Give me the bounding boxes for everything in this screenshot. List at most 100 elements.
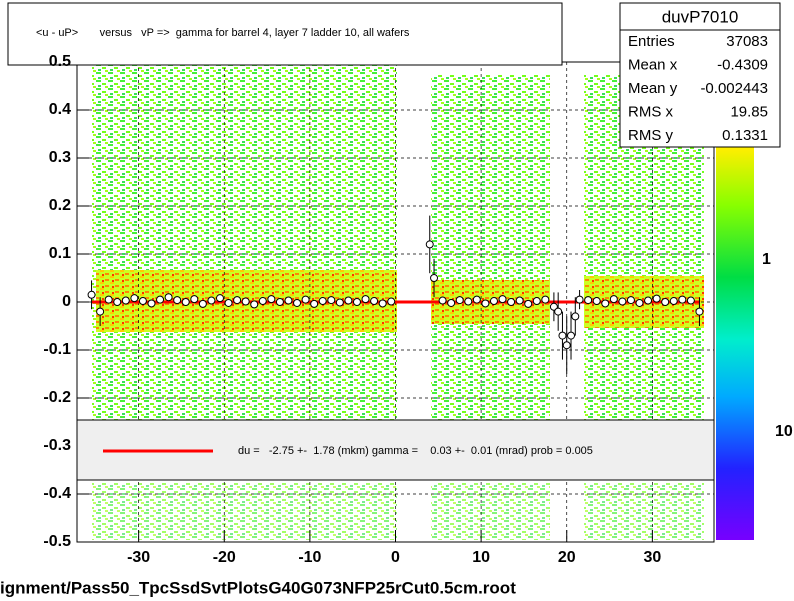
point bbox=[438, 296, 447, 305]
stats-label: RMS y bbox=[628, 127, 674, 144]
stats-value: 0.1331 bbox=[722, 127, 768, 144]
point bbox=[310, 299, 319, 308]
point bbox=[267, 295, 276, 304]
point bbox=[258, 297, 267, 306]
footer: ignment/Pass50_TpcSsdSvtPlotsG40G073NFP2… bbox=[0, 578, 516, 597]
point bbox=[644, 296, 653, 305]
x-tick-label: 0 bbox=[391, 549, 400, 566]
point bbox=[601, 299, 610, 308]
point bbox=[250, 300, 259, 309]
point bbox=[215, 294, 224, 303]
y-tick-label: -0.3 bbox=[43, 437, 71, 454]
point bbox=[181, 298, 190, 306]
point bbox=[635, 298, 644, 307]
point bbox=[241, 297, 250, 306]
x-tick-label: -30 bbox=[127, 549, 150, 566]
point bbox=[138, 297, 147, 306]
y-tick-label: -0.1 bbox=[43, 341, 71, 358]
y-tick-label: 0 bbox=[62, 293, 71, 310]
point bbox=[104, 295, 113, 304]
y-tick-label: 0.5 bbox=[49, 53, 71, 70]
point bbox=[618, 297, 627, 306]
title-box bbox=[7, 2, 563, 66]
point bbox=[472, 295, 481, 304]
point bbox=[361, 295, 370, 304]
point bbox=[571, 312, 580, 321]
stats-box: duvP7010 Entries 37083 Mean x -0.4309 Mean y… bbox=[619, 2, 781, 148]
stats-label: RMS x bbox=[628, 103, 674, 120]
point bbox=[447, 298, 456, 307]
y-tick-label: -0.4 bbox=[43, 485, 71, 502]
point bbox=[592, 297, 601, 306]
point bbox=[87, 290, 96, 299]
point bbox=[678, 295, 687, 304]
chart-title: <u - uP> versus vP => gamma for barrel 4… bbox=[36, 27, 410, 39]
stats-title: duvP7010 bbox=[662, 7, 739, 26]
stats-label: Mean x bbox=[628, 56, 678, 73]
point bbox=[224, 298, 233, 307]
point bbox=[275, 298, 284, 306]
point bbox=[233, 296, 242, 305]
stats-value: 19.85 bbox=[730, 103, 768, 120]
y-tick-label: -0.2 bbox=[43, 389, 71, 406]
point bbox=[489, 297, 498, 306]
point bbox=[562, 341, 571, 350]
point bbox=[293, 298, 302, 307]
y-tick-label: 0.1 bbox=[49, 245, 71, 262]
point bbox=[609, 295, 618, 304]
point bbox=[498, 295, 507, 304]
palette-label: 1 bbox=[762, 251, 771, 268]
x-tick-label: -10 bbox=[298, 549, 321, 566]
point bbox=[430, 274, 439, 282]
point bbox=[156, 295, 165, 304]
point bbox=[130, 294, 139, 303]
point bbox=[164, 293, 173, 302]
point bbox=[584, 296, 593, 305]
point bbox=[652, 294, 661, 303]
point bbox=[515, 296, 524, 305]
point bbox=[532, 297, 541, 306]
point bbox=[575, 295, 584, 304]
point bbox=[387, 297, 396, 306]
y-tick-label: -0.5 bbox=[43, 533, 71, 550]
point bbox=[541, 295, 550, 304]
point bbox=[318, 297, 327, 306]
density-background bbox=[92, 65, 704, 540]
point bbox=[455, 296, 464, 305]
x-tick-label: -20 bbox=[213, 549, 236, 566]
stats-value: 37083 bbox=[726, 33, 768, 50]
point bbox=[378, 299, 387, 308]
y-tick-label: 0.2 bbox=[49, 197, 71, 214]
point bbox=[352, 298, 361, 306]
x-tick-label: 10 bbox=[472, 549, 490, 566]
point bbox=[567, 331, 576, 340]
point bbox=[96, 307, 105, 316]
point bbox=[686, 296, 695, 305]
point bbox=[284, 296, 293, 305]
point bbox=[524, 299, 533, 308]
stats-label: Entries bbox=[628, 33, 675, 50]
point bbox=[507, 298, 516, 306]
point bbox=[464, 297, 473, 306]
point bbox=[301, 295, 310, 304]
point bbox=[198, 299, 207, 308]
legend-text: du = -2.75 +- 1.78 (mkm) gamma = 0.03 +-… bbox=[238, 445, 593, 457]
point bbox=[207, 296, 216, 305]
point bbox=[661, 298, 670, 306]
point bbox=[669, 297, 678, 306]
point bbox=[554, 307, 563, 316]
point bbox=[147, 299, 156, 308]
point bbox=[327, 296, 336, 305]
point bbox=[481, 299, 490, 308]
stats-value: -0.4309 bbox=[717, 56, 768, 73]
point bbox=[626, 296, 635, 305]
palette-label: 10 bbox=[775, 423, 793, 440]
x-tick-label: 30 bbox=[643, 549, 661, 566]
stats-value: -0.002443 bbox=[700, 80, 768, 97]
y-tick-label: 0.3 bbox=[49, 149, 71, 166]
point bbox=[335, 298, 344, 307]
point bbox=[558, 331, 567, 340]
x-tick-label: 20 bbox=[558, 549, 576, 566]
